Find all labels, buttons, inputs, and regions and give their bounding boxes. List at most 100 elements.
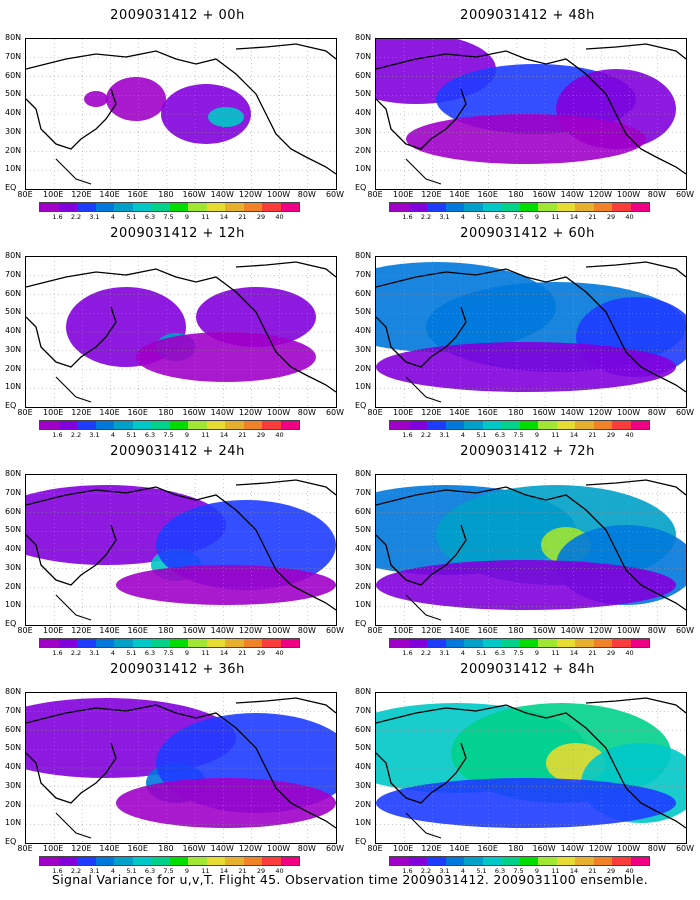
longitude-label: 180 (158, 408, 174, 417)
colorbar-label: 21 (588, 867, 597, 875)
colorbar-label: 40 (625, 867, 634, 875)
colorbar-label: 11 (201, 213, 210, 221)
colorbar-label: 9 (184, 649, 190, 657)
colorbar-swatch (593, 203, 612, 211)
colorbar-swatch (40, 857, 59, 865)
map-panel: 2009031412 + 24h 80N 70N 60N 50N 40N 30N 20N 10N… (5, 444, 350, 659)
colorbar-swatch (206, 421, 225, 429)
colorbar-label: 14 (219, 431, 229, 439)
colorbar-swatch (464, 421, 483, 429)
longitude-label: 160W (182, 626, 206, 635)
colorbar-label: 5.1 (126, 649, 137, 657)
latitude-label: 50N (355, 743, 372, 753)
latitude-label: 70N (355, 269, 372, 279)
colorbar-label: 3.1 (439, 649, 450, 657)
longitude-label: 120E (421, 408, 442, 417)
latitude-label: 50N (355, 307, 372, 317)
latitude-label: 30N (355, 126, 372, 136)
colorbar-swatch (427, 857, 446, 865)
colorbar-swatch (519, 639, 538, 647)
colorbar-label: 3.1 (439, 867, 450, 875)
colorbar-swatch (556, 203, 575, 211)
panel-title: 2009031412 + 12h (110, 226, 245, 241)
longitude-label: 100E (43, 844, 64, 853)
longitude-label: 100E (43, 408, 64, 417)
latitude-label: 30N (355, 780, 372, 790)
colorbar (389, 420, 650, 430)
panel-title: 2009031412 + 36h (110, 662, 245, 677)
latitude-label: EQ (5, 837, 17, 846)
colorbar-label: 40 (275, 867, 284, 875)
longitude-label: 80E (367, 190, 383, 199)
longitude-label: 160W (532, 190, 556, 199)
colorbar-label: 14 (219, 867, 229, 875)
latitude-label: 70N (5, 705, 22, 715)
latitude-label: 30N (5, 780, 22, 790)
longitude-label: 60W (325, 844, 345, 853)
colorbar (39, 202, 300, 212)
colorbar-swatch (390, 639, 409, 647)
latitude-label: 70N (355, 705, 372, 715)
colorbar-label: 1.6 (402, 649, 413, 657)
colorbar-label: 4 (460, 649, 466, 657)
colorbar-label: 14 (569, 213, 579, 221)
colorbar-swatch (538, 421, 557, 429)
colorbar-label: 29 (606, 213, 616, 221)
colorbar-swatch (612, 421, 631, 429)
latitude-label: 70N (355, 51, 372, 61)
colorbar-label: 2.2 (70, 213, 82, 221)
colorbar-label: 4 (110, 431, 116, 439)
colorbar-swatch (556, 857, 575, 865)
latitude-label: 80N (355, 251, 372, 260)
latitude-label: 80N (5, 687, 22, 696)
colorbar-label: 29 (606, 867, 616, 875)
colorbar-label: 11 (551, 213, 560, 221)
longitude-label: 140W (560, 408, 584, 417)
colorbar-label: 11 (551, 649, 560, 657)
latitude-label: 60N (5, 506, 22, 516)
colorbar-label: 4 (110, 213, 116, 221)
colorbar-swatch (77, 857, 96, 865)
longitude-label: 120W (588, 844, 613, 853)
longitude-label: 60W (675, 408, 695, 417)
latitude-label: 80N (5, 251, 22, 260)
latitude-label: EQ (355, 183, 367, 192)
colorbar-swatch (132, 203, 151, 211)
latitude-label: 50N (355, 89, 372, 99)
colorbar-swatch (206, 857, 225, 865)
colorbar-swatch (169, 421, 188, 429)
latitude-label: 40N (355, 544, 372, 553)
colorbar-swatch (408, 421, 427, 429)
latitude-label: 60N (5, 724, 22, 734)
variance-map (375, 256, 687, 408)
latitude-label: 20N (5, 145, 22, 155)
colorbar-label: 40 (625, 213, 634, 221)
longitude-label: 160E (477, 190, 498, 199)
longitude-label: 80W (647, 408, 666, 417)
colorbar-swatch (151, 639, 170, 647)
latitude-label: 50N (5, 525, 22, 535)
colorbar-swatch (132, 639, 151, 647)
longitude-label: 140W (560, 626, 584, 635)
longitude-label: 120W (588, 626, 613, 635)
colorbar-label: 6.3 (144, 213, 156, 221)
longitude-label: 120W (238, 408, 263, 417)
longitude-label: 80W (647, 626, 666, 635)
colorbar-label: 2.2 (70, 649, 82, 657)
colorbar-label: 5.1 (476, 649, 487, 657)
colorbar-label: 4 (110, 649, 116, 657)
longitude-label: 180 (508, 626, 524, 635)
latitude-label: 10N (5, 818, 22, 828)
colorbar-swatch (427, 639, 446, 647)
longitude-label: 80W (647, 190, 666, 199)
colorbar-swatch (206, 639, 225, 647)
colorbar (389, 638, 650, 648)
colorbar-swatch (482, 203, 501, 211)
map-panel: 2009031412 + 12h 80N 70N 60N 50N 40N 30N 20N 10N… (5, 226, 350, 441)
colorbar-swatch (114, 857, 133, 865)
longitude-label: 160E (127, 408, 148, 417)
colorbar-swatch (464, 857, 483, 865)
colorbar-swatch (243, 639, 262, 647)
longitude-label: 120W (238, 626, 263, 635)
latitude-label: 80N (355, 33, 372, 42)
